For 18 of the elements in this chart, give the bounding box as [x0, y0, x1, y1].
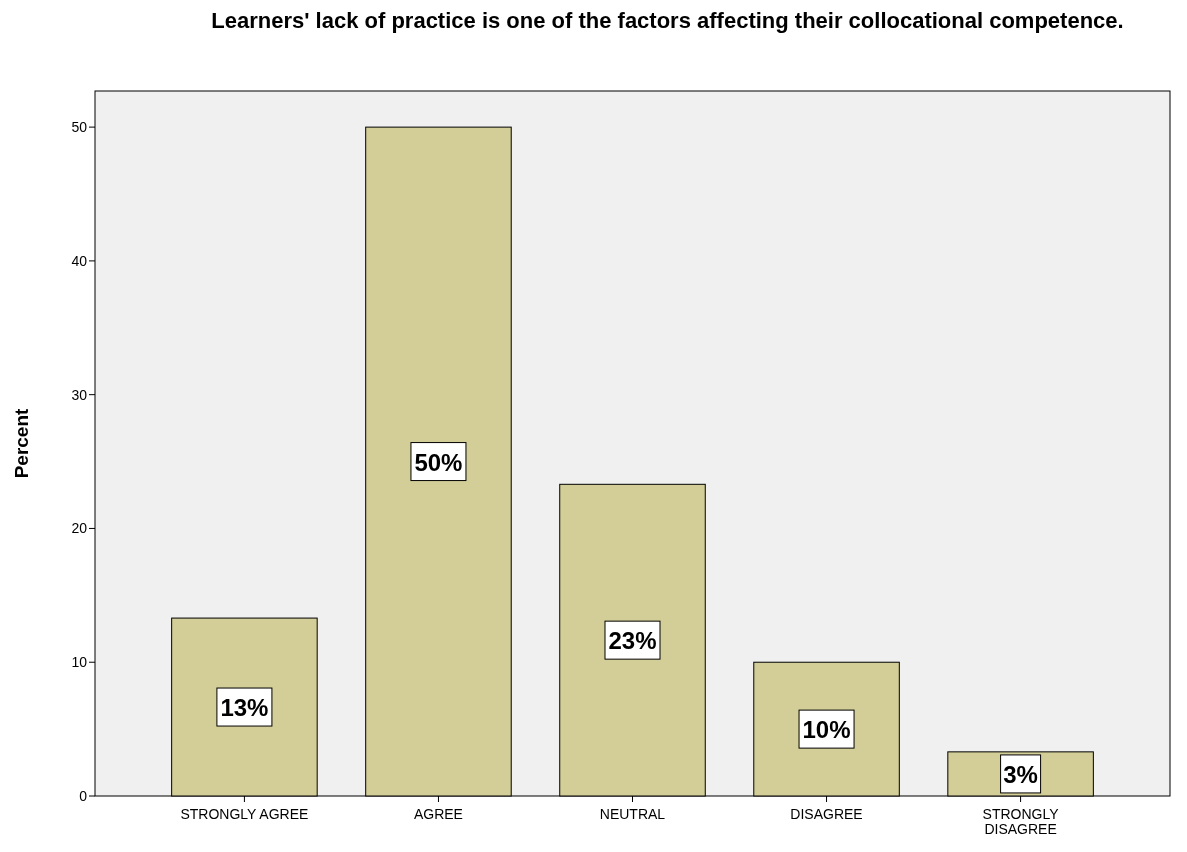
- y-tick-label: 40: [71, 252, 88, 269]
- data-label: 13%: [220, 694, 269, 722]
- x-tick-label: DISAGREE: [790, 806, 863, 822]
- x-tick-label: AGREE: [413, 806, 463, 822]
- data-label: 3%: [1003, 760, 1038, 788]
- y-tick-label: 30: [71, 386, 88, 403]
- x-tick-label: STRONGLY AGREE: [180, 806, 309, 822]
- y-tick-label: 10: [71, 654, 88, 671]
- y-axis-title: Percent: [11, 407, 32, 479]
- data-label: 10%: [802, 716, 851, 744]
- data-label: 50%: [414, 448, 463, 476]
- x-tick-label: STRONGLY DISAGREE: [982, 806, 1060, 837]
- x-tick-label: NEUTRAL: [599, 806, 666, 822]
- y-tick-label: 0: [79, 788, 88, 804]
- chart-title: Learners' lack of practice is one of the factors affecting their collocational competence.: [211, 8, 1124, 33]
- data-label: 23%: [608, 627, 657, 655]
- y-tick-label: 20: [71, 520, 88, 537]
- y-tick-label: 50: [71, 119, 88, 136]
